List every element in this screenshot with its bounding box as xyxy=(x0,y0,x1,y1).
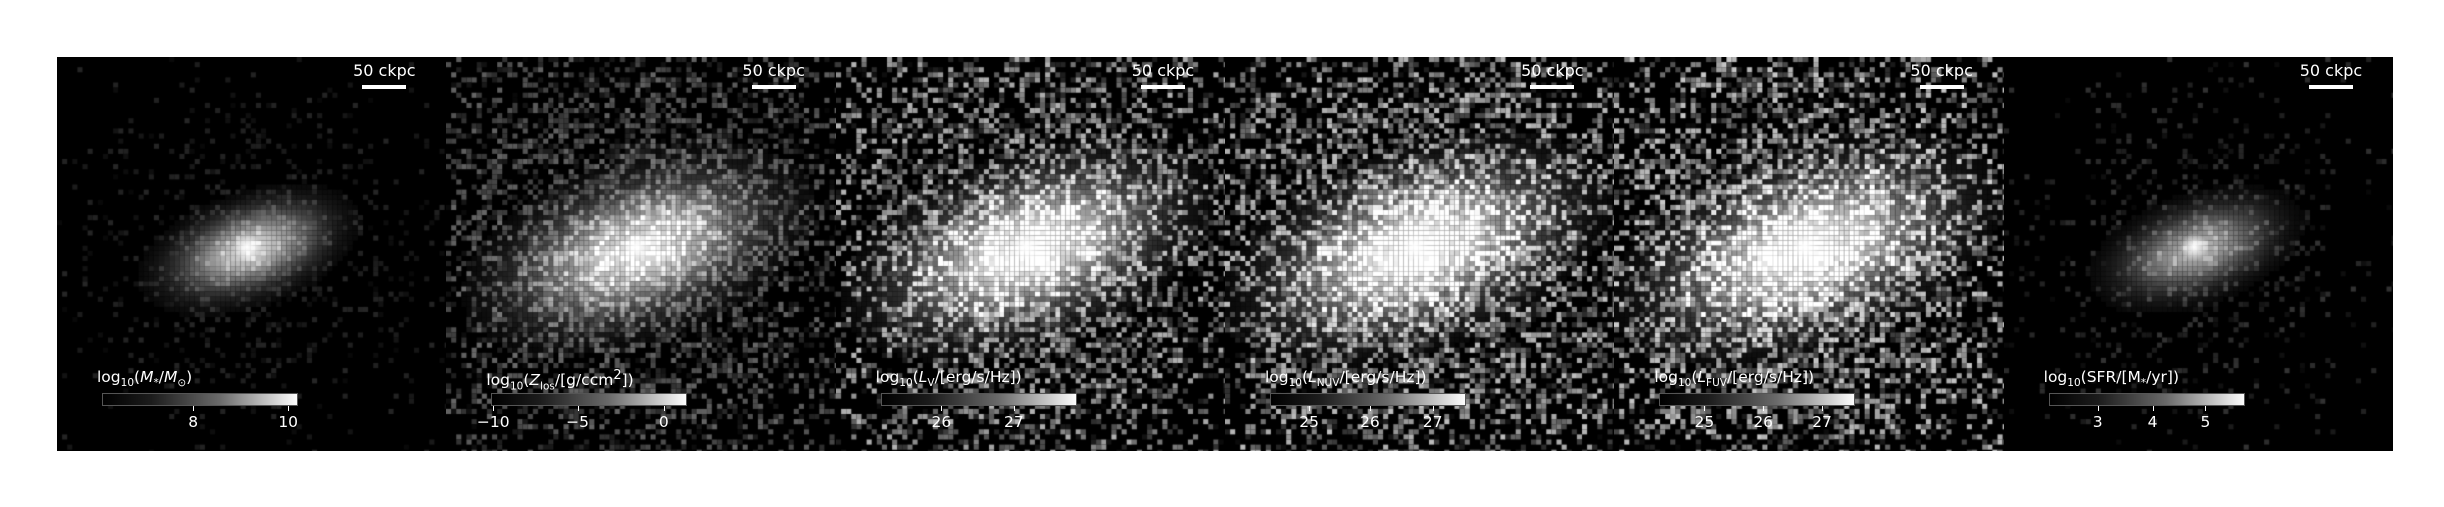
colorbar-tick xyxy=(1821,406,1823,411)
colorbar-tick-label: −10 xyxy=(476,413,510,431)
map-panel-1: 50 ckpc log10(M*/M⊙) 8 10 xyxy=(57,57,447,451)
colorbar-tick xyxy=(1432,406,1434,411)
colorbar-tick xyxy=(2205,406,2207,411)
scale-bar-label: 50 ckpc xyxy=(2299,61,2363,80)
colorbar-tick-label: 26 xyxy=(931,413,952,431)
colorbar-tick xyxy=(1309,406,1311,411)
colorbar-title: log10(Zlos/[g/ccm2]) xyxy=(486,368,634,393)
colorbar-tick-label: 10 xyxy=(278,413,299,431)
colorbar xyxy=(102,393,298,406)
colorbar-tick xyxy=(577,406,579,411)
colorbar-tick-label: 25 xyxy=(1299,413,1320,431)
colorbar-tick-label: 27 xyxy=(1812,413,1832,431)
scale-bar-label: 50 ckpc xyxy=(1521,61,1584,80)
colorbar-title: log10(M*/M⊙) xyxy=(97,368,193,390)
colorbar-tick xyxy=(1369,406,1371,411)
colorbar-tick-label: 0 xyxy=(658,413,669,431)
colorbar-tick xyxy=(941,406,943,411)
scale-bar xyxy=(362,85,407,89)
colorbar-tick xyxy=(288,406,290,411)
scale-bar xyxy=(2308,85,2353,89)
colorbar-tick-label: 8 xyxy=(188,413,199,431)
colorbar-tick xyxy=(2152,406,2154,411)
colorbar-tick xyxy=(193,406,195,411)
scale-bar xyxy=(1530,85,1575,89)
colorbar xyxy=(1659,393,1856,406)
colorbar-title: log10(LV/[erg/s/Hz]) xyxy=(875,368,1022,390)
pixel-map-image xyxy=(2003,57,2393,451)
colorbar xyxy=(880,393,1077,406)
pixel-map-image xyxy=(835,57,1225,451)
colorbar xyxy=(1269,393,1466,406)
map-panel-6: 50 ckpc log10(SFR/[M*/yr]) 3 4 5 xyxy=(2003,57,2393,451)
colorbar-title: log10(LNUV/[erg/s/Hz]) xyxy=(1264,368,1427,390)
colorbar-tick-label: 25 xyxy=(1694,413,1715,431)
scale-bar-label: 50 ckpc xyxy=(1910,61,1973,80)
colorbar-title: log10(SFR/[M*/yr]) xyxy=(2043,368,2179,390)
scale-bar xyxy=(751,85,796,89)
scale-bar xyxy=(1919,85,1964,89)
colorbar-tick xyxy=(1763,406,1765,411)
scale-bar-label: 50 ckpc xyxy=(1131,61,1195,80)
colorbar-tick xyxy=(1013,406,1015,411)
colorbar-title: log10(LFUV/[erg/s/Hz]) xyxy=(1654,368,1815,390)
colorbar-tick xyxy=(2097,406,2099,411)
pixel-map-image xyxy=(1224,57,1615,451)
map-panel-5: 50 ckpc log10(LFUV/[erg/s/Hz]) 25 26 27 xyxy=(1614,57,2004,451)
pixel-map-image xyxy=(57,57,447,451)
map-panel-3: 50 ckpc log10(LV/[erg/s/Hz]) 26 27 xyxy=(835,57,1225,451)
pixel-map-image xyxy=(1614,57,2004,451)
colorbar-tick-label: 5 xyxy=(2200,413,2211,431)
colorbar-tick-label: 4 xyxy=(2147,413,2158,431)
colorbar-tick-label: 27 xyxy=(1004,413,1024,431)
pixel-map-image xyxy=(446,57,836,451)
colorbar-tick-label: 26 xyxy=(1360,413,1380,431)
colorbar-tick xyxy=(493,406,495,411)
scale-bar-label: 50 ckpc xyxy=(353,61,416,80)
colorbar-tick-label: 26 xyxy=(1753,413,1774,431)
colorbar-tick-label: 27 xyxy=(1422,413,1443,431)
map-panel-2: 50 ckpc log10(Zlos/[g/ccm2]) −10 −5 0 xyxy=(446,57,836,451)
colorbar-tick xyxy=(1704,406,1706,411)
colorbar-tick-label: −5 xyxy=(566,413,589,431)
colorbar-tick-label: 3 xyxy=(2092,413,2103,431)
image-panel-strip: 50 ckpc log10(M*/M⊙) 8 10 50 ckpc log10(Zlos/… xyxy=(57,57,2393,451)
colorbar xyxy=(491,393,688,406)
colorbar xyxy=(2048,393,2245,406)
scale-bar-label: 50 ckpc xyxy=(742,61,805,80)
map-panel-4: 50 ckpc log10(LNUV/[erg/s/Hz]) 25 26 27 xyxy=(1224,57,1615,451)
scale-bar xyxy=(1140,85,1185,89)
colorbar-tick xyxy=(663,406,665,411)
